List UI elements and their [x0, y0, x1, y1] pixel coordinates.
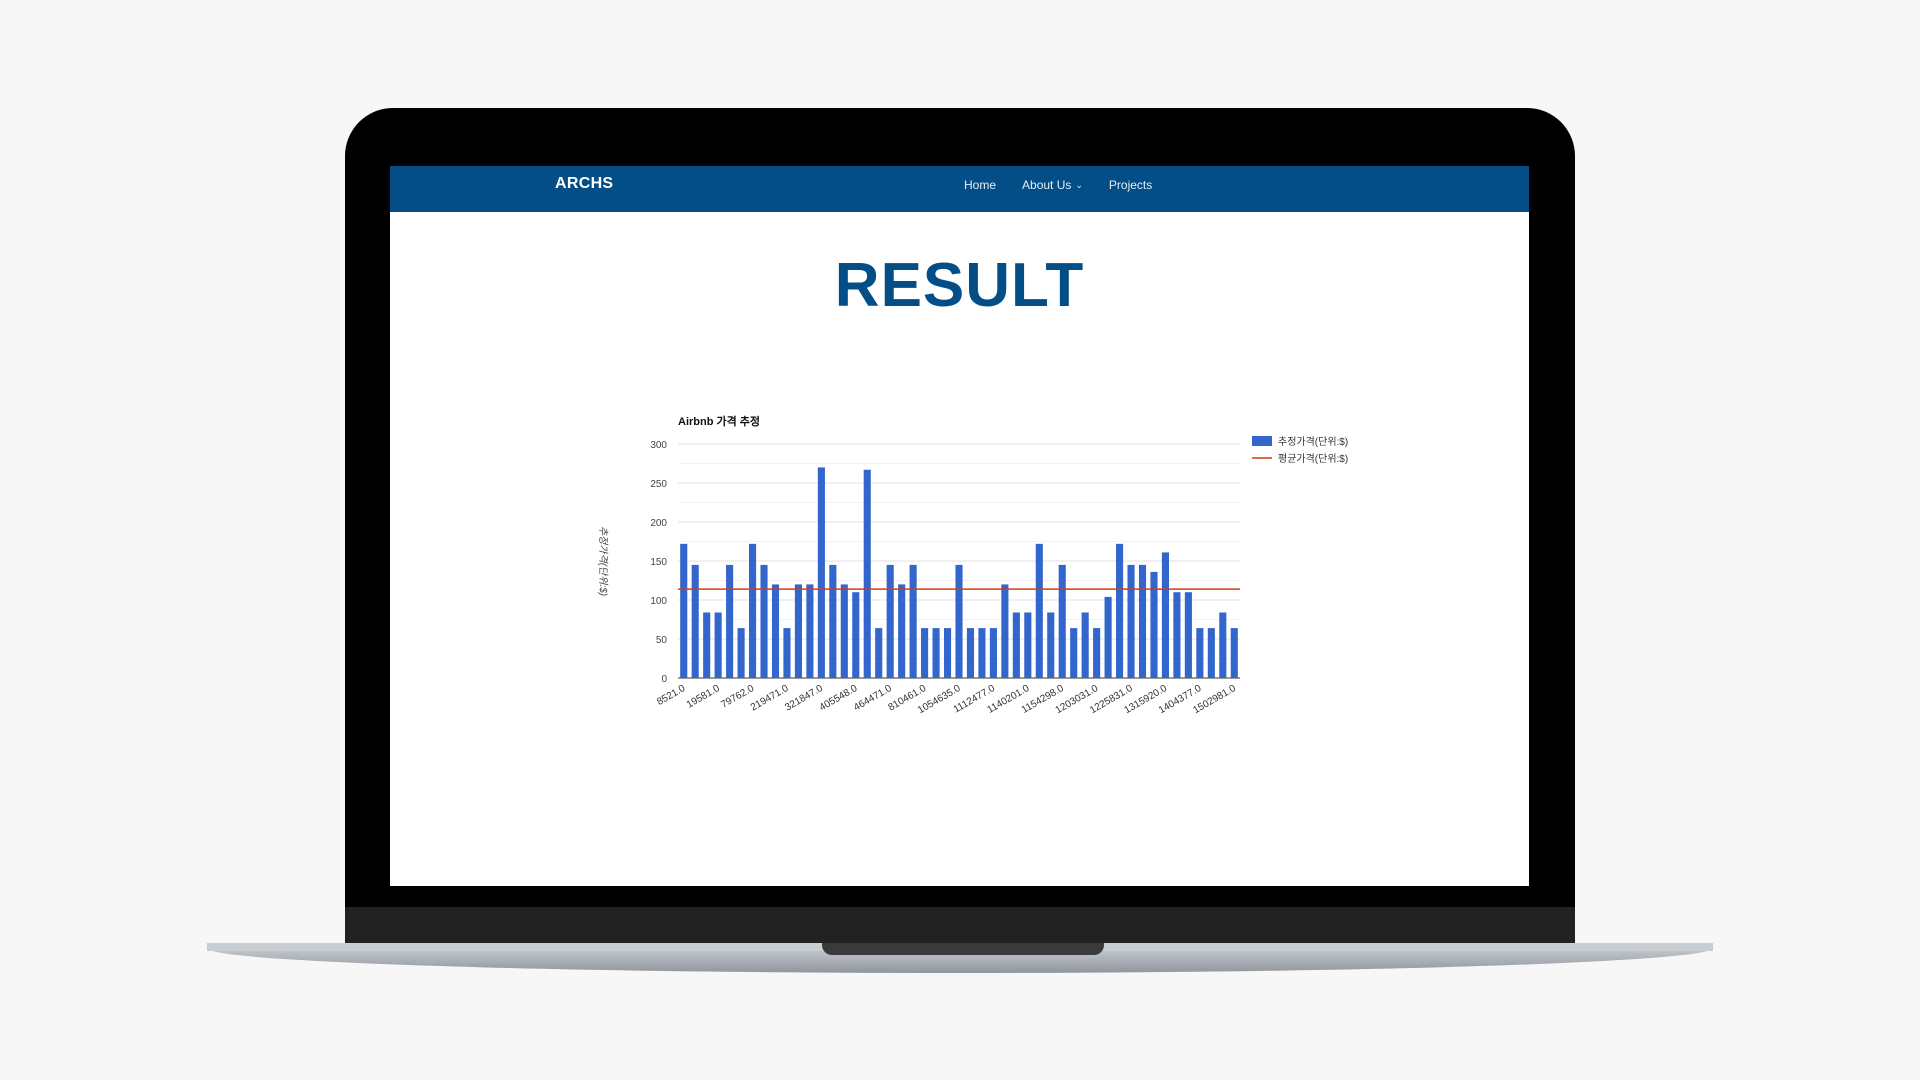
chart-bar: [978, 628, 986, 678]
chart-bar: [875, 628, 883, 678]
x-tick-label: 219471.0: [749, 683, 791, 714]
chart-bar: [1138, 564, 1147, 678]
y-tick-label: 50: [656, 635, 668, 646]
brand-logo[interactable]: ARCHS: [555, 175, 614, 192]
chart-bar: [829, 564, 837, 678]
chart-bar: [863, 469, 871, 678]
chart-bar: [794, 584, 802, 678]
browser-screen: ARCHS Home About Us ⌄ Projects RESULT Ai…: [390, 166, 1529, 886]
y-tick-label: 300: [650, 440, 667, 451]
nav-projects-label: Projects: [1108, 178, 1153, 192]
chart-bar: [886, 564, 894, 678]
y-tick-label: 100: [650, 596, 667, 607]
chart-bar: [1116, 543, 1124, 678]
chart-bar: [1047, 612, 1055, 678]
chart-bar: [783, 628, 791, 678]
chart-bar: [817, 467, 825, 678]
laptop-notch: [822, 943, 1104, 955]
chart-bar: [1070, 628, 1078, 678]
chart-bar: [989, 628, 997, 678]
chart-bar: [760, 564, 768, 678]
chart-bar: [1024, 612, 1032, 678]
legend-label-average: 평균가격(단위:$): [1278, 452, 1348, 465]
chart-bar: [966, 628, 975, 678]
chart-bar: [737, 628, 745, 678]
chart-bar: [1207, 628, 1215, 678]
nav-about-label: About Us: [1022, 178, 1072, 192]
chart-bar: [898, 584, 906, 678]
y-tick-label: 0: [661, 674, 667, 685]
x-tick-label: 8521.0: [655, 683, 687, 708]
chart-bar: [1012, 612, 1020, 678]
chart-bar: [932, 628, 940, 678]
y-tick-label: 200: [650, 518, 667, 529]
y-axis-label: 추정가격(단위:$): [597, 526, 609, 596]
nav-about-dropdown[interactable]: About Us ⌄: [1022, 178, 1083, 192]
price-chart: 0 50 100 150 200 250 300 추정가격(단위:$) 8521.019581.…: [597, 435, 1348, 716]
chart-bar: [1219, 612, 1227, 678]
chart-bar: [909, 564, 917, 678]
x-tick-label: 464471.0: [852, 683, 894, 714]
chart-bar: [955, 564, 963, 678]
chart-bar: [1173, 592, 1181, 678]
chart-bar: [714, 612, 722, 678]
chart-bar: [806, 584, 814, 678]
chart-bar: [921, 628, 929, 678]
chart-bar: [1161, 552, 1170, 678]
chart-bar: [703, 612, 711, 678]
chart-bar: [852, 592, 860, 678]
nav-projects-link[interactable]: Projects: [1109, 178, 1152, 192]
chart-bar: [1184, 592, 1192, 678]
navbar: ARCHS Home About Us ⌄ Projects: [390, 166, 1529, 212]
x-tick-label: 321847.0: [783, 683, 825, 714]
chart-bar: [1001, 584, 1009, 678]
chart-bar: [1081, 612, 1089, 678]
chart-bar: [1127, 564, 1135, 678]
page-title: RESULT: [834, 251, 1085, 320]
chevron-down-icon: ⌄: [1075, 179, 1083, 190]
y-tick-label: 250: [650, 479, 667, 490]
chart-bar: [748, 543, 757, 678]
chart-bar: [1104, 596, 1112, 678]
x-tick-label: 19581.0: [685, 683, 722, 711]
chart-bar: [1035, 543, 1043, 678]
chart-bar: [1230, 628, 1238, 678]
chart-title: Airbnb 가격 추정: [678, 416, 761, 428]
chart-bar: [771, 584, 780, 678]
legend-label-estimate: 추정가격(단위:$): [1278, 435, 1348, 448]
chart-bar: [726, 564, 734, 678]
x-tick-label: 405548.0: [818, 683, 860, 714]
chart-bar: [1150, 571, 1158, 678]
chart-bar: [943, 628, 952, 678]
chart-bar: [1196, 628, 1204, 678]
chart-bar: [680, 543, 688, 678]
chart-bar: [1093, 628, 1101, 678]
nav-home-link[interactable]: Home: [964, 178, 996, 192]
y-tick-label: 150: [650, 557, 667, 568]
chart-bar: [840, 584, 848, 678]
chart-bar: [1058, 564, 1066, 678]
nav-home-label: Home: [964, 178, 997, 192]
chart-bar: [691, 564, 699, 678]
laptop-chin: [345, 907, 1575, 947]
nav-links: Home About Us ⌄ Projects: [964, 178, 1178, 192]
legend-swatch-estimate: [1252, 436, 1272, 446]
